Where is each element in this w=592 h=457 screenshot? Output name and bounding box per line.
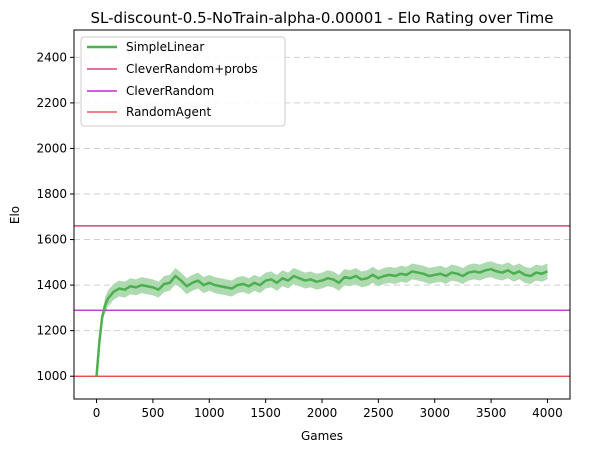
y-tick-label: 2400 — [36, 50, 67, 64]
x-tick-label: 2000 — [307, 406, 338, 420]
y-tick-label: 2200 — [36, 96, 67, 110]
x-tick-label: 3000 — [419, 406, 450, 420]
y-tick-label: 2000 — [36, 141, 67, 155]
legend-box — [80, 36, 286, 127]
legend-label-randomagent: RandomAgent — [126, 105, 211, 119]
x-tick-label: 4000 — [532, 406, 563, 420]
series-lines — [95, 267, 548, 377]
legend-label-cleverrandom-probs: CleverRandom+probs — [126, 62, 258, 76]
legend: SimpleLinear CleverRandom+probs CleverRa… — [80, 36, 286, 127]
y-tick-label: 1000 — [36, 369, 67, 383]
x-tick-label: 3500 — [476, 406, 507, 420]
x-axis-label: Games — [301, 429, 343, 443]
x-tick-label: 500 — [141, 406, 164, 420]
y-tick-label: 1400 — [36, 278, 67, 292]
y-axis: 1000 1200 1400 1600 1800 2000 2200 2400 — [36, 50, 74, 383]
band-simplelinear — [96, 261, 548, 380]
chart-title: SL-discount-0.5-NoTrain-alpha-0.00001 - … — [91, 9, 554, 27]
x-axis: 0 500 1000 1500 2000 2500 3000 3500 4000 — [93, 399, 563, 420]
reference-lines — [74, 225, 570, 377]
x-tick-label: 1500 — [250, 406, 281, 420]
x-tick-label: 2500 — [363, 406, 394, 420]
x-tick-label: 0 — [93, 406, 101, 420]
series-line-simplelinear — [95, 267, 548, 377]
x-tick-label: 1000 — [194, 406, 225, 420]
y-axis-label: Elo — [8, 206, 22, 224]
y-tick-label: 1800 — [36, 187, 67, 201]
confidence-bands — [96, 261, 548, 380]
legend-label-cleverrandom: CleverRandom — [126, 84, 214, 98]
legend-label-simplelinear: SimpleLinear — [126, 40, 204, 54]
y-tick-label: 1200 — [36, 324, 67, 338]
y-tick-label: 1600 — [36, 233, 67, 247]
